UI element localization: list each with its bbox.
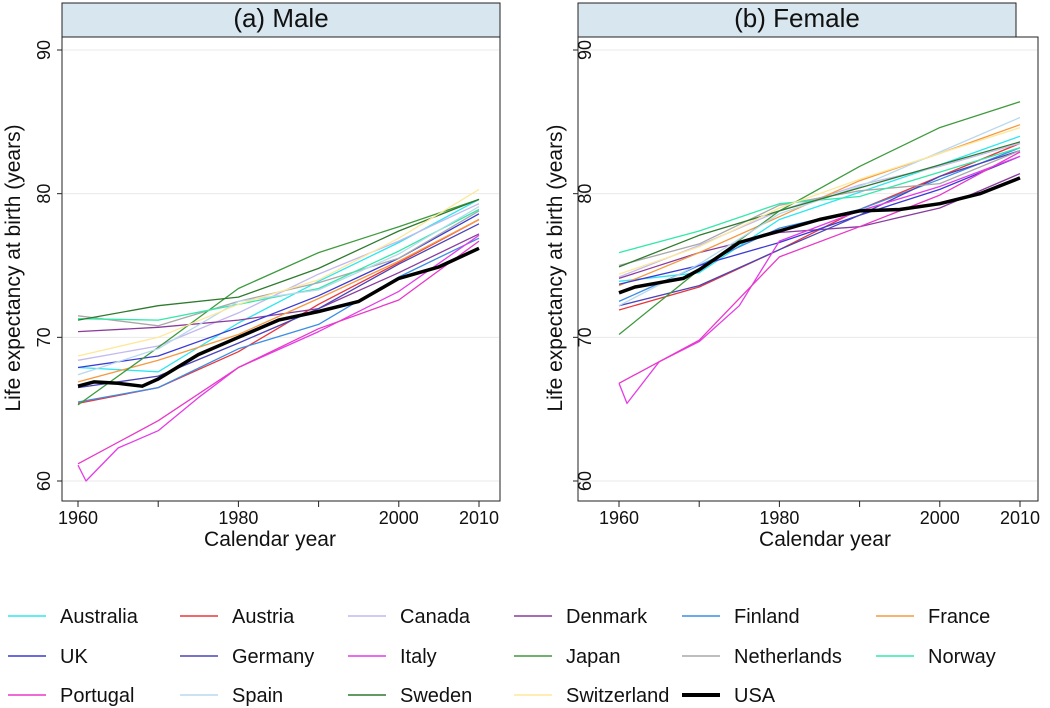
series-line-switzerland-female (618, 126, 1021, 275)
legend-label-usa: USA (734, 685, 776, 707)
legend-label-netherlands: Netherlands (734, 646, 842, 668)
legend: Australia Austria Canada Denmark Finland Fran… (8, 606, 996, 707)
x-axis-label: Calendar year (204, 528, 336, 551)
series-line-japan-male (77, 198, 480, 406)
y-tick-label: 70 (575, 327, 595, 347)
series-line-finland-male (77, 237, 480, 403)
legend-label-canada: Canada (400, 606, 471, 628)
series-line-spain-female (618, 116, 1021, 307)
legend-label-austria: Austria (232, 606, 295, 628)
legend-label-denmark: Denmark (566, 606, 648, 628)
series-line-portugal-male (77, 240, 480, 465)
series-line-japan-female (618, 101, 1021, 336)
x-tick-label: 2000 (379, 508, 419, 528)
legend-label-spain: Spain (232, 685, 283, 707)
panel-title-strip (577, 2, 1017, 38)
y-tick-label: 60 (34, 471, 54, 491)
x-tick-label: 1980 (218, 508, 258, 528)
panel-male: (a) Male 60 70 80 90 1960 1980 2000 2010 Calendar… (2, 2, 501, 551)
y-axis-label: Life expectancy at birth (years) (544, 124, 567, 411)
legend-label-switzerland: Switzerland (566, 685, 669, 707)
legend-label-italy: Italy (400, 646, 437, 668)
x-tick-label: 1980 (759, 508, 799, 528)
panel-female: (b) Female 60 70 80 90 1960 1980 2000 2010 Calend… (544, 2, 1040, 551)
legend-label-uk: UK (60, 646, 88, 668)
series-line-sweden-female (618, 141, 1021, 268)
series-line-usa-female (618, 176, 1021, 295)
x-axis-label: Calendar year (759, 528, 891, 551)
series-line-germany-female (618, 149, 1021, 307)
series-line-italy-female (618, 155, 1021, 405)
y-tick-label: 90 (575, 40, 595, 60)
legend-label-france: France (928, 606, 990, 628)
series-line-usa-male (77, 246, 480, 388)
legend-label-finland: Finland (734, 606, 800, 628)
series-line-portugal-female (618, 151, 1021, 384)
y-tick-label: 80 (34, 184, 54, 204)
x-tick-label: 2010 (1000, 508, 1040, 528)
y-tick-label: 90 (34, 40, 54, 60)
panel-title: (b) Female (734, 3, 860, 33)
series-line-sweden-male (77, 198, 480, 321)
legend-label-norway: Norway (928, 646, 996, 668)
y-tick-label: 70 (34, 327, 54, 347)
plot-area (577, 36, 1039, 502)
series-line-france-male (77, 218, 480, 383)
legend-label-portugal: Portugal (60, 685, 135, 707)
series-line-germany-male (77, 223, 480, 389)
series-line-australia-female (618, 135, 1021, 282)
series-line-canada-male (77, 203, 480, 361)
y-tick-label: 80 (575, 184, 595, 204)
legend-label-sweden: Sweden (400, 685, 472, 707)
legend-label-germany: Germany (232, 646, 314, 668)
legend-label-australia: Australia (60, 606, 139, 628)
y-axis-label: Life expectancy at birth (years) (2, 124, 25, 411)
series-line-uk-female (618, 155, 1021, 285)
x-tick-label: 1960 (58, 508, 98, 528)
y-tick-label: 60 (575, 471, 595, 491)
x-tick-label: 2000 (920, 508, 960, 528)
series-line-spain-male (77, 206, 480, 376)
legend-label-japan: Japan (566, 646, 621, 668)
series-line-norway-male (77, 208, 480, 321)
series-line-netherlands-female (618, 149, 1021, 267)
series-line-denmark-male (77, 233, 480, 333)
x-tick-label: 2010 (459, 508, 499, 528)
panel-title-strip (61, 2, 501, 38)
panel-title: (a) Male (233, 3, 328, 33)
series-line-italy-male (77, 234, 480, 482)
x-tick-label: 1960 (599, 508, 639, 528)
series-line-switzerland-male (77, 188, 480, 357)
series-line-denmark-female (618, 173, 1021, 280)
